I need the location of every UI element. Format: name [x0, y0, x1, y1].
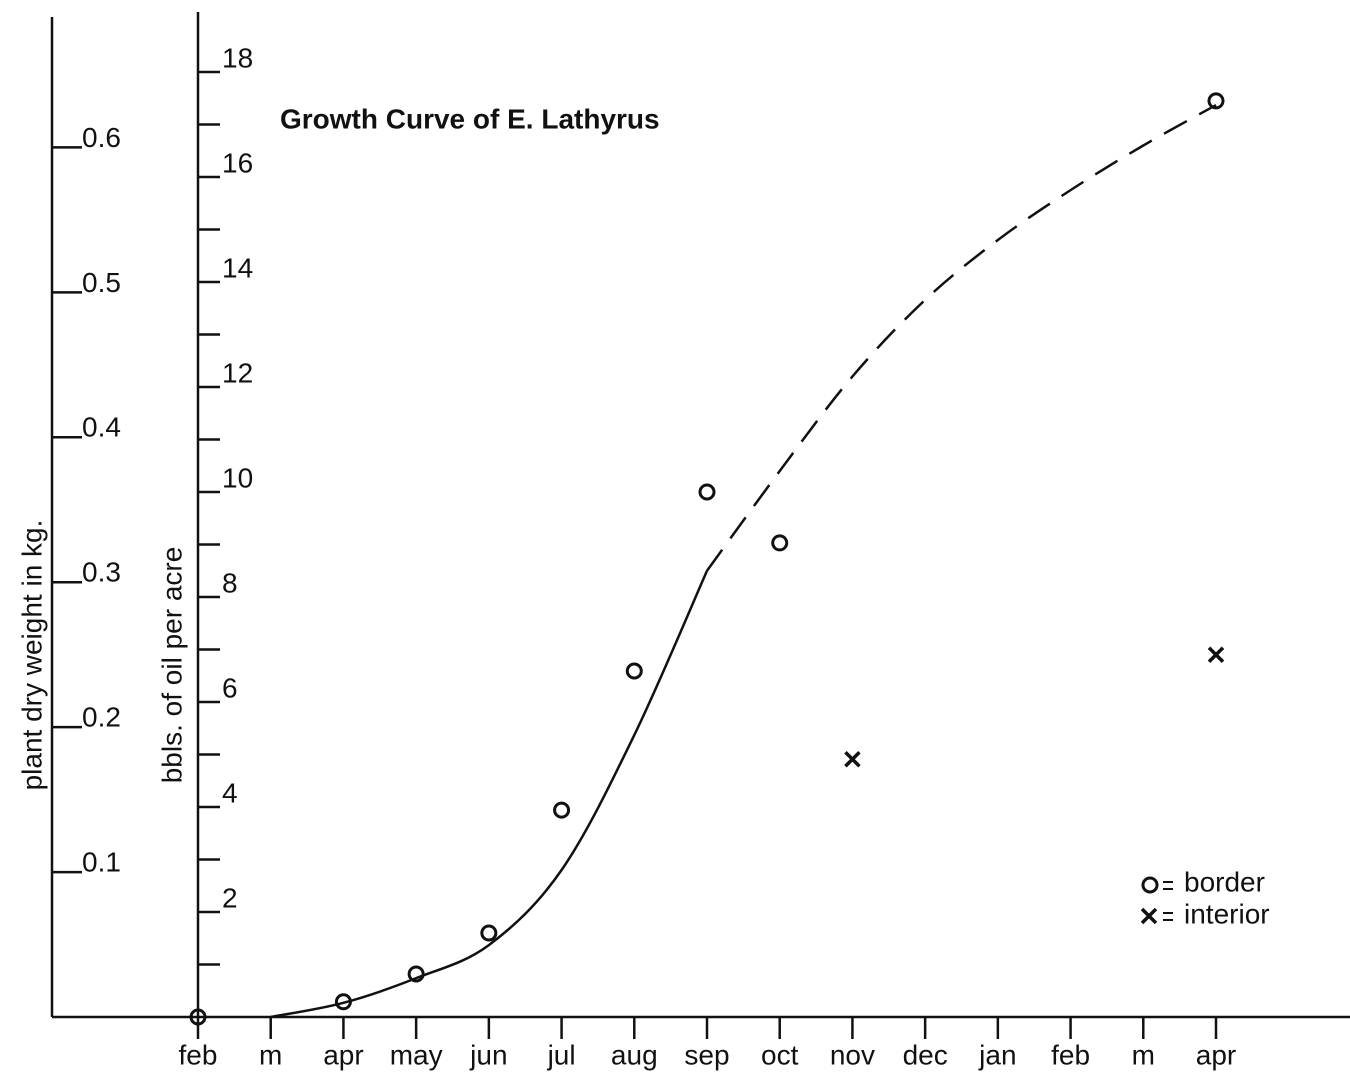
x-tick-label: jan	[978, 1039, 1016, 1070]
point	[189, 1008, 207, 1026]
x-tick-label: oct	[761, 1039, 799, 1070]
point	[698, 483, 716, 501]
x-tick-label: jul	[547, 1039, 576, 1070]
chart-title: Growth Curve of E. Lathyrus	[280, 103, 660, 134]
y2-tick-label: 0.1	[82, 846, 121, 877]
y2-tick-label: 0.6	[82, 122, 121, 153]
y2-tick-label: 0.3	[82, 557, 121, 588]
point	[1207, 646, 1225, 663]
point	[1207, 92, 1225, 110]
y2-axis-label: plant dry weight in kg.	[16, 520, 47, 791]
y-tick-label: 8	[222, 567, 238, 598]
point	[334, 993, 352, 1011]
x-tick-label: m	[259, 1039, 282, 1070]
x-tick-label: apr	[323, 1039, 363, 1070]
point	[844, 750, 861, 768]
y-tick-label: 14	[222, 252, 253, 283]
y-tick-label: 16	[222, 147, 253, 178]
point	[407, 965, 425, 983]
y-axis-label: bbls. of oil per acre	[156, 547, 187, 784]
x-tick-label: feb	[1051, 1039, 1090, 1070]
x-tick-label: aug	[611, 1039, 658, 1070]
y-tick-label: 10	[222, 462, 253, 493]
x-tick-label: m	[1132, 1039, 1155, 1070]
y-tick-label: 2	[222, 882, 238, 913]
y2-tick-label: 0.5	[82, 267, 121, 298]
fit-curve	[705, 103, 1217, 572]
y-tick-label: 18	[222, 42, 253, 73]
x-tick-label: may	[390, 1039, 443, 1070]
x-tick-label: apr	[1196, 1039, 1236, 1070]
point	[553, 801, 571, 819]
legend-label: interior	[1184, 898, 1270, 929]
x-tick-label: sep	[684, 1039, 729, 1070]
legend-marker	[1141, 876, 1159, 894]
point	[771, 534, 789, 552]
y2-tick-label: 0.4	[82, 412, 121, 443]
legend-label: border	[1184, 866, 1265, 897]
point	[625, 662, 643, 680]
y-tick-label: 6	[222, 672, 238, 703]
y-tick-label: 12	[222, 357, 253, 388]
legend-marker	[1140, 907, 1158, 925]
y-tick-label: 4	[222, 777, 238, 808]
point	[480, 924, 498, 942]
x-tick-label: dec	[903, 1039, 948, 1070]
x-tick-label: jun	[469, 1039, 507, 1070]
x-tick-label: feb	[179, 1039, 218, 1070]
y2-tick-label: 0.2	[82, 702, 121, 733]
x-tick-label: nov	[830, 1039, 875, 1070]
fit-curve	[270, 570, 709, 1019]
